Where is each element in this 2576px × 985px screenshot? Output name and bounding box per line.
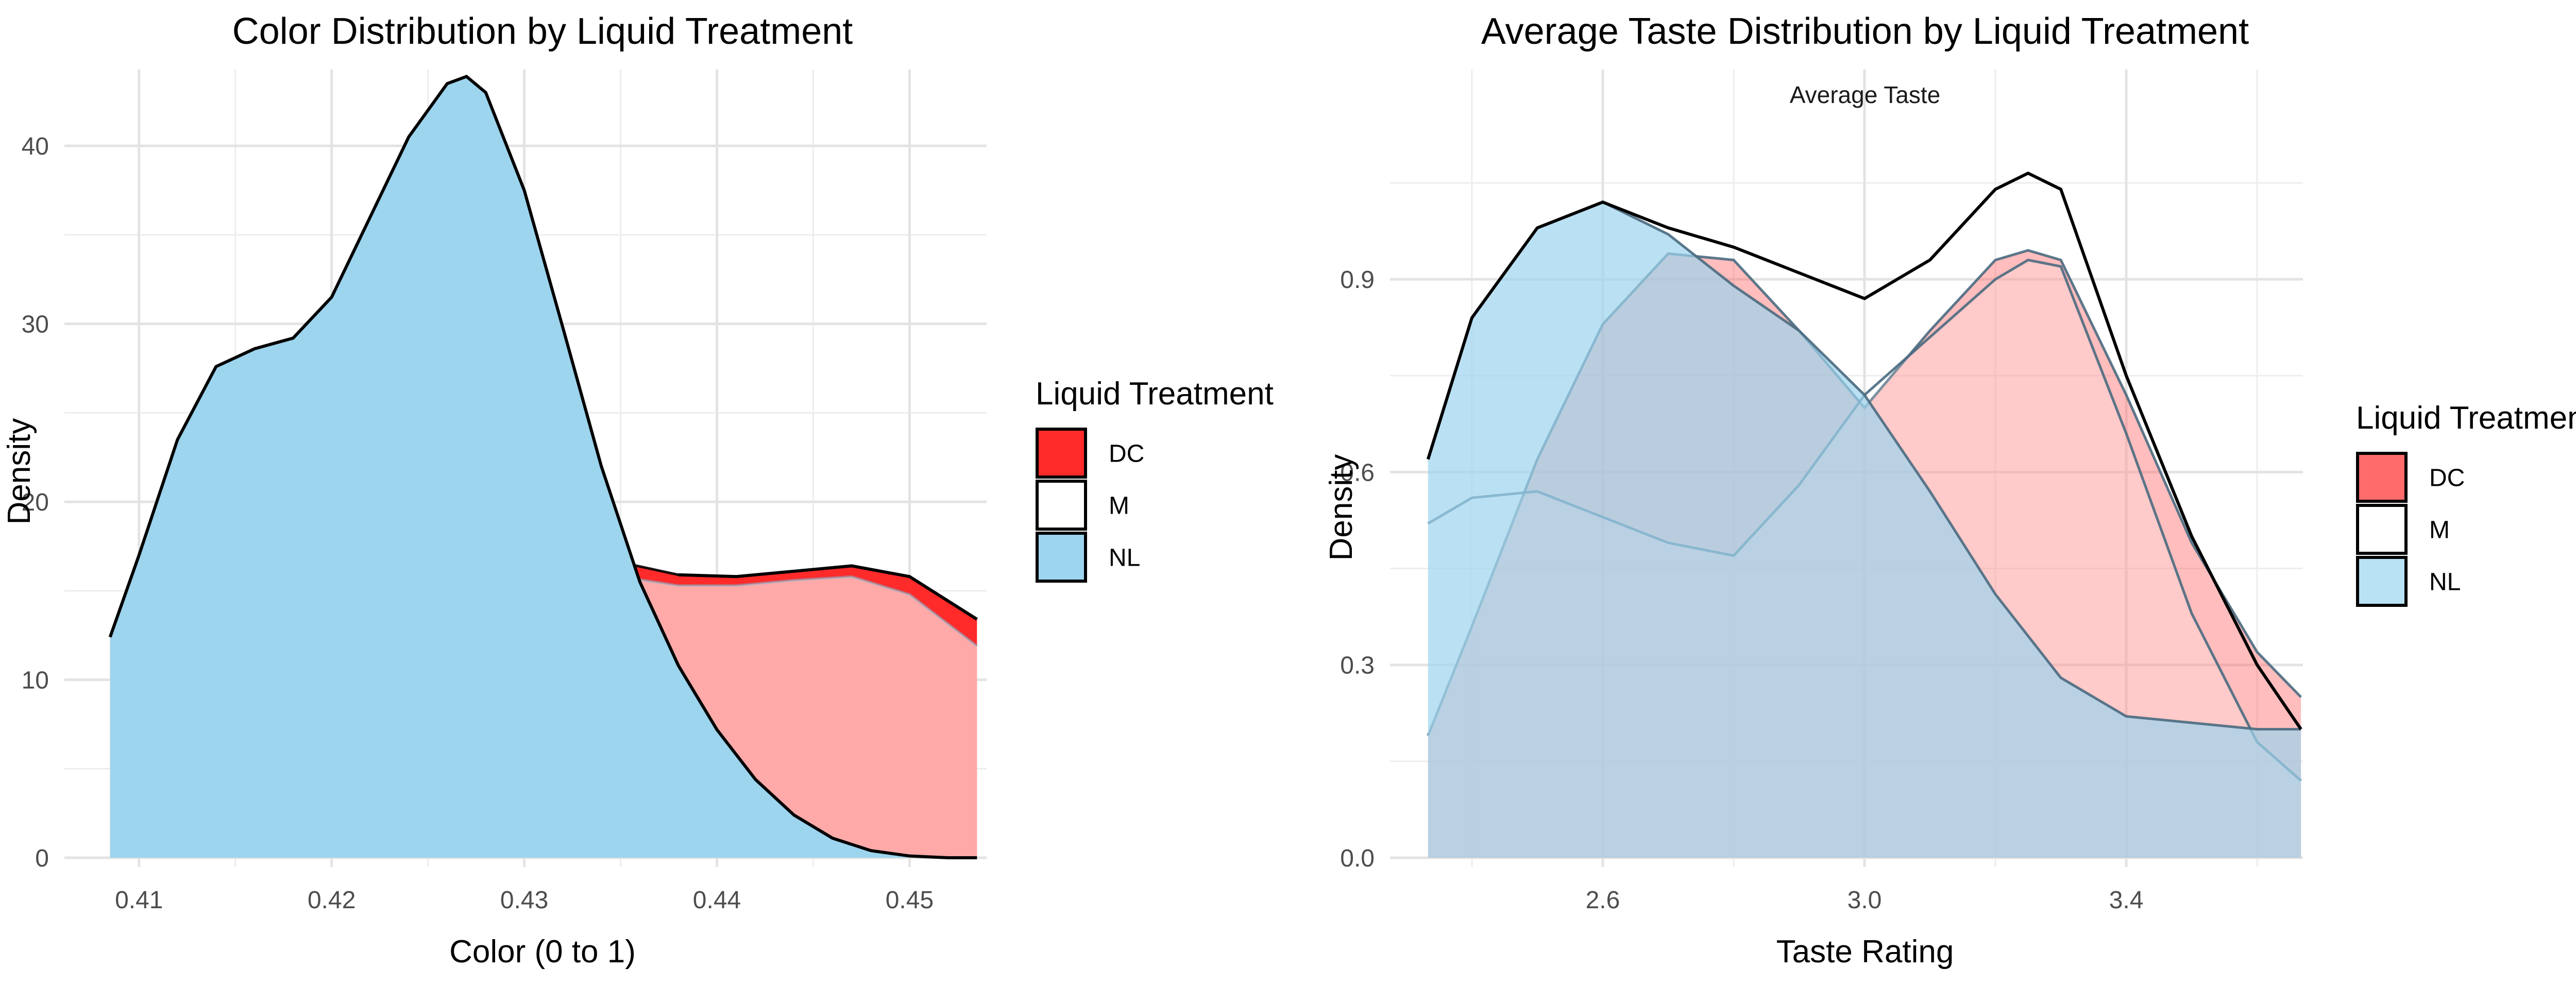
chart-title: Average Taste Distribution by Liquid Tre… [1481, 11, 2249, 52]
x-axis-label: Color (0 to 1) [449, 934, 636, 970]
legend-title: Liquid Treatment [2356, 400, 2576, 436]
x-tick-label: 0.42 [308, 887, 355, 914]
legend-key-nl [2356, 556, 2408, 607]
series-area-nl [1428, 202, 2301, 858]
y-tick-label: 0.0 [1340, 845, 1375, 872]
series-areas [108, 75, 978, 859]
x-tick-label: 3.4 [2109, 887, 2144, 914]
legend-label-nl: NL [2429, 569, 2461, 596]
chart-panel-2: 2.6 3.0 3.4 0.0 0.3 0.6 0.9 Average Taste Distr… [1324, 11, 2576, 970]
x-tick-label: 0.41 [115, 887, 163, 914]
y-axis-label: Density [2, 418, 37, 525]
legend: Liquid Treatment DC M NL [1036, 376, 1274, 583]
y-tick-label: 20 [22, 489, 49, 516]
y-tick-label: 0.9 [1340, 266, 1375, 294]
y-tick-label: 40 [22, 133, 49, 160]
legend-label-nl: NL [1109, 545, 1140, 572]
axis-ticks: 0.41 0.42 0.43 0.44 0.45 0 10 20 30 40 [22, 133, 934, 914]
facet-strip-label: Average Taste [1790, 81, 1940, 108]
chart-panel-1: 0.41 0.42 0.43 0.44 0.45 0 10 20 30 40 Color Distr… [2, 11, 1274, 970]
x-axis-label: Taste Rating [1776, 934, 1954, 970]
y-tick-label: 0 [35, 845, 49, 872]
legend: Liquid Treatment DC M NL [2356, 400, 2576, 607]
legend-key-nl [1036, 532, 1087, 583]
x-tick-label: 0.45 [886, 887, 934, 914]
legend-key-m [2356, 504, 2408, 555]
series-outline-dc [678, 564, 978, 621]
x-tick-label: 0.44 [693, 887, 741, 914]
y-axis-label: Density [1324, 454, 1359, 561]
axis-ticks: 2.6 3.0 3.4 0.0 0.3 0.6 0.9 [1340, 266, 2143, 914]
y-tick-label: 10 [22, 667, 49, 694]
legend-label-dc: DC [2429, 465, 2465, 492]
legend-label-m: M [1109, 492, 1129, 520]
x-tick-label: 0.43 [500, 887, 548, 914]
legend-key-dc [2356, 452, 2408, 503]
y-tick-label: 30 [22, 311, 49, 338]
chart-title: Color Distribution by Liquid Treatment [232, 11, 853, 52]
legend-key-m [1036, 480, 1087, 531]
legend-label-m: M [2429, 517, 2450, 544]
y-tick-label: 0.3 [1340, 652, 1375, 680]
x-tick-label: 2.6 [1586, 887, 1620, 914]
series-areas [1426, 171, 2302, 858]
total-density-line [1426, 171, 2302, 731]
legend-label-dc: DC [1109, 440, 1144, 468]
y-tick-label: 0.6 [1340, 459, 1375, 486]
series-outline-nl [108, 75, 977, 859]
legend-key-dc [1036, 428, 1087, 479]
legend-title: Liquid Treatment [1036, 376, 1274, 412]
series-area-nl [110, 76, 977, 858]
x-tick-label: 3.0 [1848, 887, 1882, 914]
